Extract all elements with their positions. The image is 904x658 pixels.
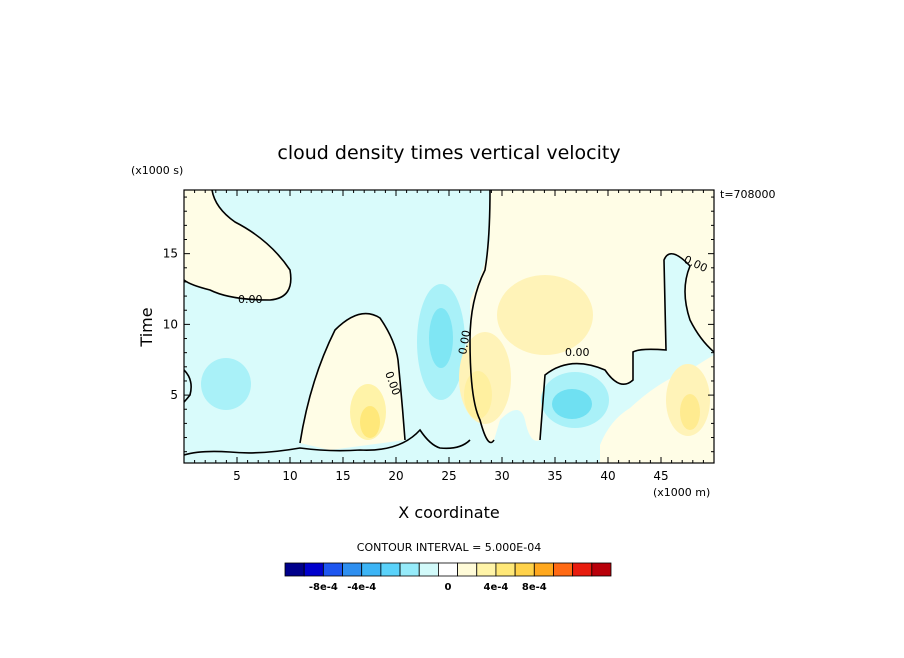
colorbar-tick-label: 4e-4 bbox=[484, 582, 509, 593]
shaded-field bbox=[184, 190, 714, 463]
colorbar-swatch bbox=[457, 562, 478, 577]
cyan-core-center bbox=[429, 308, 453, 368]
colorbar-swatch bbox=[399, 562, 420, 577]
x-tick-label: 40 bbox=[600, 469, 615, 483]
chart-title: cloud density times vertical velocity bbox=[277, 142, 620, 164]
colorbar-swatch bbox=[572, 562, 593, 577]
colorbar-tick-label: -8e-4 bbox=[309, 582, 338, 593]
yellow-patch-upper bbox=[497, 275, 593, 355]
y-axis-ticks: 5 10 15 bbox=[163, 196, 714, 453]
positive-region-left bbox=[184, 190, 291, 300]
contour-label: 0.00 bbox=[565, 346, 590, 359]
yellow-core-center bbox=[464, 371, 492, 419]
x-tick-label: 30 bbox=[494, 469, 509, 483]
colorbar-swatch bbox=[380, 562, 401, 577]
y-tick-label: 10 bbox=[163, 317, 178, 331]
colorbar bbox=[284, 562, 612, 577]
contour-line-bottom bbox=[184, 428, 471, 456]
colorbar-tick-label: -4e-4 bbox=[347, 582, 376, 593]
y-units-label: (x1000 s) bbox=[131, 164, 183, 177]
y-axis-label: Time bbox=[137, 307, 156, 347]
colorbar-swatch bbox=[438, 562, 458, 577]
colorbar-tick-label: 0 bbox=[445, 582, 452, 593]
contour-label: 0.00 bbox=[238, 293, 263, 306]
colorbar-ticks: -8e-4 -4e-4 0 4e-4 8e-4 bbox=[309, 582, 547, 593]
time-stamp: t=708000 bbox=[720, 188, 776, 201]
contour-label: 0.00 bbox=[456, 329, 473, 355]
x-tick-label: 5 bbox=[233, 469, 241, 483]
colorbar-swatch bbox=[418, 562, 439, 577]
colorbar-swatch bbox=[591, 562, 612, 577]
colorbar-swatch bbox=[553, 562, 574, 577]
colorbar-swatch bbox=[533, 562, 554, 577]
colorbar-swatch bbox=[284, 562, 305, 577]
zero-contours bbox=[184, 190, 714, 456]
x-tick-label: 45 bbox=[653, 469, 668, 483]
yellow-core-left bbox=[360, 406, 380, 438]
contour-line-main bbox=[469, 190, 495, 444]
contour-line-mid bbox=[299, 312, 406, 444]
x-tick-label: 20 bbox=[388, 469, 403, 483]
x-tick-label: 35 bbox=[547, 469, 562, 483]
x-axis-ticks: 5 10 15 20 25 30 35 40 45 bbox=[194, 190, 704, 483]
colorbar-swatch bbox=[361, 562, 382, 577]
x-tick-label: 25 bbox=[441, 469, 456, 483]
cyan-patch-left bbox=[201, 358, 251, 410]
x-units-label: (x1000 m) bbox=[653, 486, 710, 499]
x-axis-label: X coordinate bbox=[398, 503, 499, 522]
contour-interval-label: CONTOUR INTERVAL = 5.000E-04 bbox=[357, 541, 541, 554]
colorbar-tick-label: 8e-4 bbox=[522, 582, 547, 593]
colorbar-swatch bbox=[303, 562, 324, 577]
x-tick-label: 15 bbox=[335, 469, 350, 483]
y-tick-label: 5 bbox=[170, 388, 178, 402]
colorbar-swatch bbox=[322, 562, 343, 577]
contour-line-left bbox=[184, 190, 292, 301]
x-tick-label: 10 bbox=[282, 469, 297, 483]
contour-line-right-box bbox=[539, 253, 714, 441]
colorbar-swatch bbox=[342, 562, 363, 577]
colorbar-swatch bbox=[495, 562, 516, 577]
y-tick-label: 15 bbox=[163, 247, 178, 261]
yellow-core-far-right bbox=[680, 394, 700, 430]
colorbar-swatch bbox=[514, 562, 535, 577]
cyan-core-right bbox=[552, 389, 592, 419]
colorbar-swatch bbox=[476, 562, 497, 577]
